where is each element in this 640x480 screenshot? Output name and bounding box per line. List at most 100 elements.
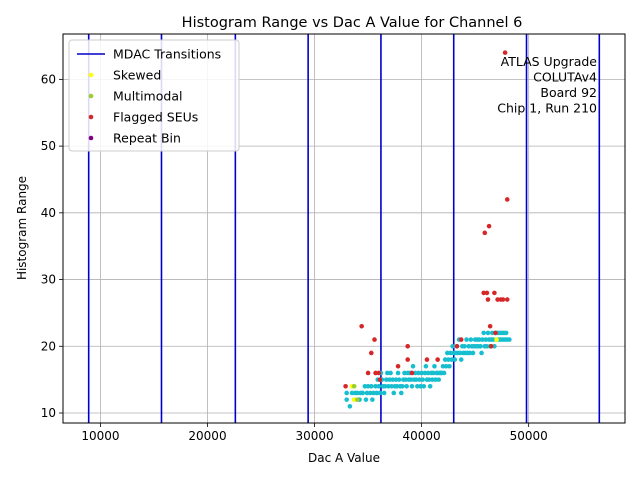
- point-normal: [347, 404, 353, 409]
- point-normal: [426, 377, 432, 382]
- point-normal: [458, 357, 464, 362]
- point-normal: [483, 337, 489, 342]
- point-flagged-seus: [500, 297, 506, 302]
- point-flagged-seus: [504, 297, 510, 302]
- point-normal: [409, 384, 415, 389]
- point-normal: [389, 384, 394, 389]
- grid: [63, 34, 625, 423]
- point-normal: [395, 370, 401, 376]
- point-normal: [382, 384, 388, 389]
- point-flagged-seus: [405, 357, 410, 362]
- point-normal: [370, 397, 375, 402]
- legend-label: Flagged SEUs: [113, 110, 198, 125]
- point-skewed: [351, 397, 357, 402]
- point-normal: [449, 357, 454, 362]
- x-tick-label: 30000: [295, 429, 333, 443]
- point-normal: [371, 390, 376, 396]
- point-normal: [373, 384, 378, 389]
- legend-box: [68, 39, 240, 152]
- point-normal: [344, 397, 349, 402]
- point-normal: [403, 377, 408, 382]
- point-flagged-seus: [487, 323, 493, 329]
- point-normal: [381, 390, 387, 396]
- legend-dot-swatch: [88, 135, 94, 141]
- point-flagged-seus: [405, 343, 410, 349]
- x-tick-label: 40000: [403, 429, 441, 443]
- point-normal: [470, 350, 476, 356]
- y-tick-label: 50: [41, 139, 56, 153]
- point-normal: [440, 363, 446, 369]
- legend-label: Multimodal: [113, 89, 182, 104]
- point-normal: [415, 384, 420, 389]
- point-normal: [447, 363, 452, 369]
- point-flagged-seus: [486, 223, 492, 229]
- point-normal: [422, 370, 428, 376]
- plot-area: 10000 20000 30000 40000 50000 10 20 30 40 50 60: [41, 33, 626, 443]
- point-normal: [503, 330, 509, 336]
- legend-label: MDAC Transitions: [113, 47, 221, 62]
- point-normal: [485, 330, 491, 336]
- point-flagged-seus: [373, 370, 378, 376]
- point-normal: [448, 350, 453, 356]
- point-multimodal: [351, 384, 357, 389]
- x-tick-label: 50000: [510, 429, 548, 443]
- y-tick-label: 20: [41, 339, 56, 353]
- point-normal: [418, 384, 423, 389]
- point-normal: [452, 357, 458, 362]
- point-normal: [408, 377, 414, 382]
- point-normal: [441, 370, 447, 376]
- point-normal: [464, 337, 469, 342]
- point-normal: [427, 384, 433, 389]
- point-normal: [420, 377, 425, 382]
- point-normal: [466, 343, 472, 349]
- annotation-line: ATLAS Upgrade: [501, 54, 598, 69]
- point-normal: [433, 377, 438, 382]
- point-normal: [376, 384, 382, 389]
- point-normal: [491, 337, 496, 342]
- point-flagged-seus: [409, 370, 415, 376]
- point-flagged-seus: [365, 370, 371, 376]
- point-normal: [462, 343, 467, 349]
- point-flagged-seus: [458, 337, 464, 342]
- annotation-line: Board 92: [540, 85, 597, 100]
- y-tick-label: 60: [41, 72, 56, 86]
- y-axis-label: Histogram Range: [15, 176, 29, 280]
- chart-title: Histogram Range vs Dac A Value for Chann…: [182, 15, 523, 31]
- point-normal: [412, 370, 418, 376]
- point-normal: [387, 377, 392, 382]
- point-normal: [367, 390, 373, 396]
- point-normal: [413, 377, 419, 382]
- legend-dot-swatch: [88, 114, 94, 120]
- point-normal: [383, 377, 389, 382]
- annotation-line: Chip 1, Run 210: [497, 101, 597, 116]
- point-normal: [443, 363, 449, 369]
- point-normal: [402, 370, 407, 376]
- point-normal: [390, 377, 396, 382]
- point-normal: [368, 384, 374, 389]
- point-normal: [362, 384, 368, 389]
- point-skewed: [494, 337, 499, 342]
- point-flagged-seus: [481, 290, 486, 296]
- point-normal: [365, 384, 371, 389]
- point-normal: [388, 370, 393, 376]
- point-normal: [396, 377, 402, 382]
- axes-frame: [62, 33, 626, 424]
- point-flagged-seus: [493, 330, 498, 336]
- point-flagged-seus: [485, 297, 491, 302]
- point-normal: [479, 350, 484, 356]
- point-flagged-seus: [488, 343, 494, 349]
- point-normal: [410, 363, 416, 369]
- point-flagged-seus: [372, 337, 377, 342]
- point-normal: [480, 337, 485, 342]
- point-normal: [360, 390, 366, 396]
- y-tick-label: 10: [41, 406, 56, 420]
- point-normal: [467, 350, 473, 356]
- point-flagged-seus: [454, 343, 460, 349]
- point-normal: [446, 357, 451, 362]
- x-tick-label: 10000: [81, 429, 119, 443]
- point-flagged-seus: [435, 357, 440, 362]
- point-flagged-seus: [424, 357, 430, 362]
- point-normal: [355, 390, 360, 396]
- point-flagged-seus: [495, 297, 500, 302]
